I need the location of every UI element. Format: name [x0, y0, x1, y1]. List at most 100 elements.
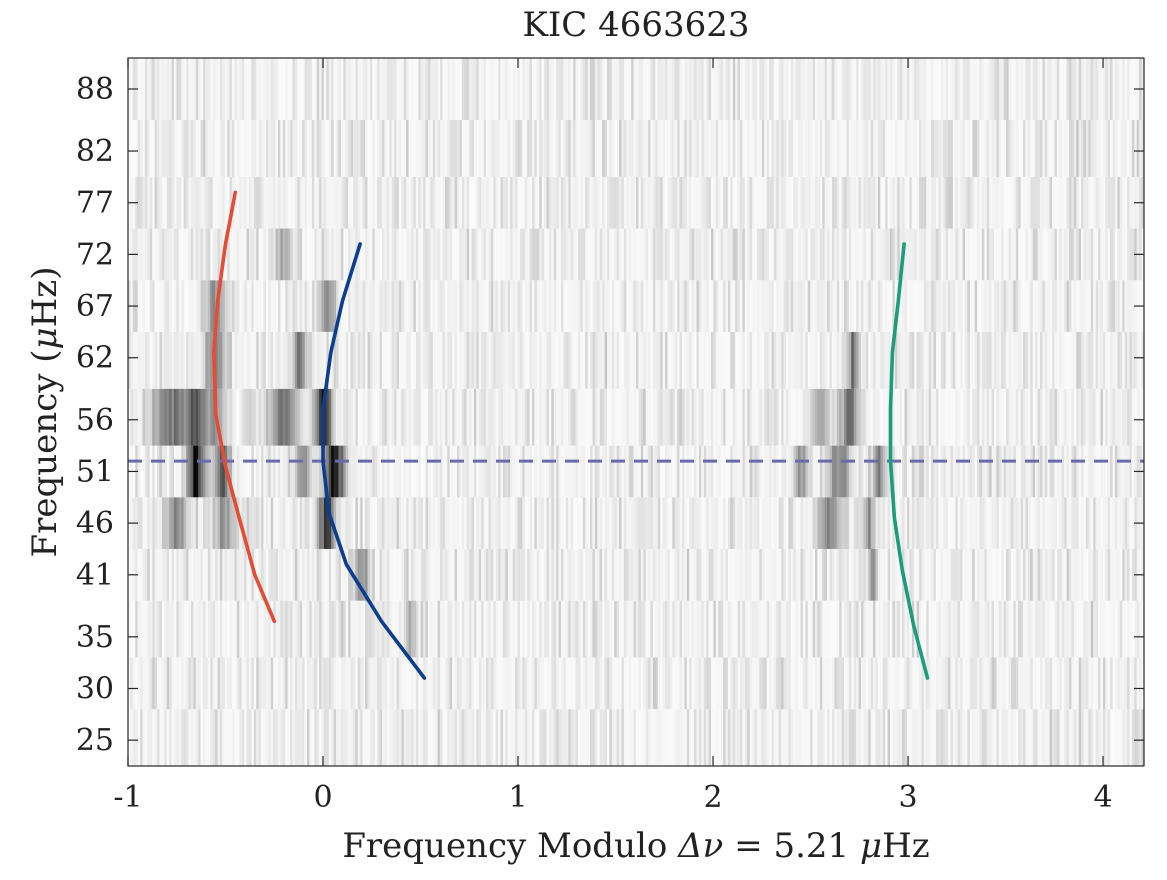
heatmap-cell — [621, 548, 625, 601]
heatmap-cell — [766, 228, 770, 281]
heatmap-cell — [727, 548, 731, 601]
heatmap-cell — [957, 497, 961, 549]
heatmap-cell — [1044, 176, 1048, 229]
heatmap-cell — [877, 709, 881, 766]
heatmap-cell — [495, 600, 499, 658]
heatmap-cell — [652, 280, 656, 332]
heatmap-cell — [1069, 388, 1073, 446]
heatmap-cell — [461, 228, 465, 281]
heatmap-cell — [998, 120, 1002, 177]
heatmap-cell — [161, 388, 165, 446]
heatmap-cell — [904, 331, 908, 389]
heatmap-cell — [403, 120, 407, 177]
heatmap-cell — [996, 497, 1000, 549]
heatmap-cell — [989, 331, 993, 389]
heatmap-cell — [565, 280, 569, 332]
heatmap-cell — [302, 120, 306, 177]
heatmap-cell — [176, 228, 180, 281]
heatmap-cell — [1136, 709, 1140, 766]
heatmap-cell — [355, 388, 359, 446]
heatmap-cell — [582, 497, 586, 549]
heatmap-cell — [749, 176, 753, 229]
heatmap-cell — [1006, 176, 1010, 229]
heatmap-cell — [614, 657, 618, 710]
heatmap-cell — [1049, 548, 1053, 601]
heatmap-cell — [531, 388, 535, 446]
heatmap-cell — [868, 657, 872, 710]
heatmap-cell — [558, 120, 562, 177]
heatmap-cell — [614, 388, 618, 446]
heatmap-cell — [969, 388, 973, 446]
heatmap-cell — [454, 120, 458, 177]
heatmap-cell — [244, 497, 248, 549]
heatmap-cell — [851, 331, 855, 389]
heatmap-cell — [788, 657, 792, 710]
heatmap-cell — [1071, 280, 1075, 332]
heatmap-cell — [640, 176, 644, 229]
heatmap-cell — [952, 497, 956, 549]
heatmap-cell — [1030, 280, 1034, 332]
heatmap-cell — [502, 331, 506, 389]
heatmap-cell — [519, 120, 523, 177]
heatmap-cell — [183, 388, 187, 446]
heatmap-cell — [157, 709, 161, 766]
heatmap-cell — [732, 445, 736, 498]
heatmap-cell — [447, 120, 451, 177]
heatmap-cell — [236, 388, 240, 446]
heatmap-cell — [186, 331, 190, 389]
heatmap-cell — [740, 280, 744, 332]
heatmap-cell — [890, 600, 894, 658]
heatmap-cell — [263, 120, 267, 177]
heatmap-cell — [853, 600, 857, 658]
heatmap-cell — [256, 657, 260, 710]
heatmap-cell — [212, 280, 216, 332]
heatmap-cell — [166, 600, 170, 658]
heatmap-cell — [1003, 709, 1007, 766]
heatmap-cell — [1131, 228, 1135, 281]
heatmap-cell — [805, 709, 809, 766]
heatmap-cell — [314, 600, 318, 658]
heatmap-cell — [207, 228, 211, 281]
heatmap-cell — [1085, 497, 1089, 549]
heatmap-cell — [350, 657, 354, 710]
heatmap-cell — [1105, 445, 1109, 498]
heatmap-cell — [827, 176, 831, 229]
heatmap-cell — [938, 497, 942, 549]
heatmap-cell — [345, 445, 349, 498]
heatmap-cell — [795, 176, 799, 229]
heatmap-cell — [916, 445, 920, 498]
heatmap-cell — [345, 497, 349, 549]
heatmap-cell — [585, 497, 589, 549]
heatmap-cell — [996, 709, 1000, 766]
heatmap-cell — [684, 657, 688, 710]
heatmap-cell — [742, 331, 746, 389]
heatmap-cell — [154, 548, 158, 601]
heatmap-cell — [227, 600, 231, 658]
heatmap-cell — [406, 657, 410, 710]
heatmap-cell — [149, 176, 153, 229]
heatmap-cell — [248, 120, 252, 177]
heatmap-cell — [531, 120, 535, 177]
heatmap-cell — [517, 709, 521, 766]
heatmap-cell — [280, 445, 284, 498]
heatmap-cell — [824, 445, 828, 498]
heatmap-cell — [623, 445, 627, 498]
heatmap-cell — [273, 228, 277, 281]
heatmap-cell — [904, 709, 908, 766]
heatmap-cell — [232, 497, 236, 549]
heatmap-cell — [171, 548, 175, 601]
heatmap-cell — [769, 657, 773, 710]
heatmap-cell — [473, 388, 477, 446]
heatmap-cell — [1071, 445, 1075, 498]
heatmap-cell — [817, 709, 821, 766]
heatmap-cell — [536, 709, 540, 766]
heatmap-cell — [178, 120, 182, 177]
heatmap-cell — [657, 548, 661, 601]
heatmap-cell — [248, 331, 252, 389]
heatmap-cell — [611, 120, 615, 177]
heatmap-cell — [539, 228, 543, 281]
heatmap-cell — [648, 120, 652, 177]
heatmap-cell — [178, 600, 182, 658]
heatmap-cell — [1066, 600, 1070, 658]
heatmap-cell — [897, 176, 901, 229]
